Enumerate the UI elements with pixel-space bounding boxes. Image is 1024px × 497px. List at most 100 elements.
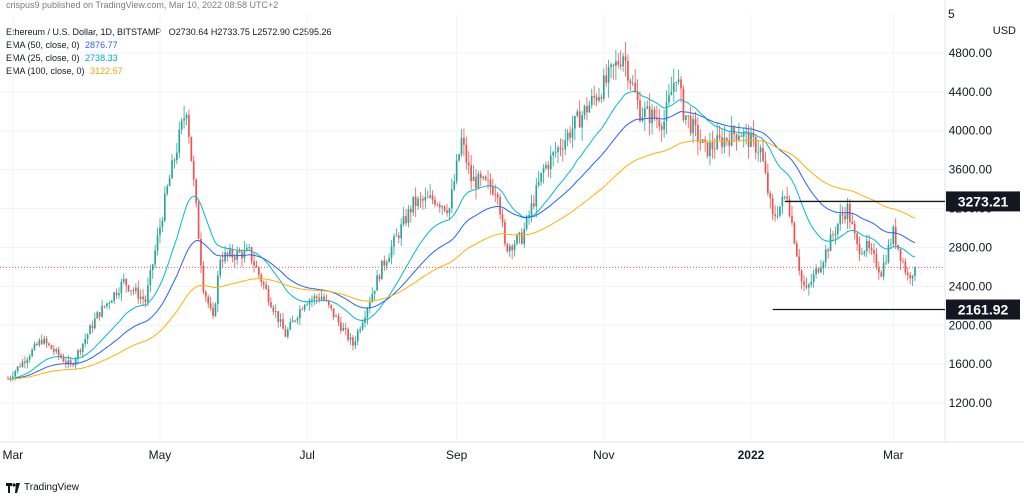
candle-body — [699, 141, 702, 143]
candle-body — [499, 197, 501, 215]
candle-body — [373, 290, 376, 295]
candle-body — [327, 300, 330, 305]
candle-body — [279, 319, 282, 322]
candle-body — [426, 196, 429, 198]
currency-badge[interactable]: USD — [988, 23, 1020, 39]
candle-body — [233, 257, 236, 260]
x-tick-label: 2022 — [738, 448, 765, 462]
candle-body — [590, 95, 593, 106]
candle-body — [600, 97, 603, 99]
candle-body — [89, 325, 91, 335]
candle-body — [832, 234, 834, 236]
candle-body — [646, 106, 649, 109]
candle-body — [118, 293, 120, 296]
candle-body — [607, 67, 610, 83]
candle-body — [677, 79, 680, 82]
candle-body — [286, 329, 289, 337]
candle-body — [520, 232, 523, 244]
candle-body — [877, 267, 880, 273]
candle-body — [767, 172, 769, 193]
candle-body — [405, 216, 407, 224]
symbol-title: Ethereum / U.S. Dollar, 1D, BITSTAMP — [6, 27, 162, 37]
candle-body — [255, 265, 258, 268]
candle-body — [272, 307, 275, 312]
candle-body — [180, 120, 183, 130]
candle-body — [730, 127, 733, 146]
candle-body — [149, 270, 152, 286]
candle-body — [533, 203, 535, 207]
candle-body — [93, 318, 96, 329]
candle-body — [569, 132, 571, 138]
candle-body — [593, 95, 596, 98]
candle-body — [836, 224, 839, 234]
candle-body — [166, 186, 169, 194]
candle-body — [554, 152, 557, 153]
candle-body — [882, 262, 885, 277]
candle-body — [513, 243, 516, 251]
candle-body — [96, 312, 99, 319]
candle-body — [173, 160, 176, 161]
candle-body — [574, 115, 576, 129]
ema50-label: EMA (50, close, 0) — [6, 40, 80, 50]
candle-body — [887, 244, 890, 263]
candle-body — [79, 350, 82, 352]
candle-body — [742, 131, 745, 137]
candle-body — [55, 349, 58, 352]
candle-body — [774, 214, 776, 217]
candle-body — [701, 139, 704, 143]
candle-body — [682, 88, 685, 121]
candle-body — [98, 312, 101, 317]
candle-body — [407, 208, 410, 224]
ema50-value: 2876.77 — [85, 40, 118, 50]
candle-body — [629, 80, 632, 84]
candle-body — [501, 214, 504, 223]
candle-body — [159, 227, 161, 236]
candle-body — [634, 82, 637, 92]
candle-body — [680, 79, 682, 89]
candle-body — [26, 359, 29, 363]
candle-body — [752, 132, 755, 138]
candle-body — [125, 278, 128, 286]
candle-body — [311, 299, 313, 301]
candle-body — [253, 261, 255, 266]
candle-body — [868, 240, 871, 249]
candle-body — [424, 196, 427, 201]
candle-body — [38, 340, 41, 346]
candle-body — [803, 281, 805, 286]
candle-body — [81, 343, 84, 352]
candle-body — [200, 238, 202, 266]
candle-body — [137, 287, 140, 299]
candle-body — [622, 56, 624, 67]
candle-body — [764, 160, 767, 173]
candle-body — [229, 249, 231, 255]
candle-body — [332, 308, 335, 318]
candle-body — [219, 260, 222, 276]
candle-body — [366, 308, 369, 318]
candle-body — [605, 75, 608, 83]
candle-body — [289, 322, 292, 330]
candle-body — [494, 194, 497, 195]
candle-body — [139, 296, 142, 299]
candle-body — [204, 291, 207, 297]
candle-body — [839, 214, 842, 225]
candle-body — [301, 309, 304, 310]
ema25-legend: EMA (25, close, 0) 2738.33 — [6, 53, 118, 63]
candle-body — [438, 204, 441, 208]
candle-body — [108, 303, 111, 304]
candle-body — [409, 208, 412, 213]
candle-body — [890, 244, 892, 245]
candle-body — [190, 136, 193, 161]
candle-body — [16, 366, 19, 372]
candle-body — [340, 322, 342, 331]
candle-body — [504, 222, 506, 244]
symbol-row: Ethereum / U.S. Dollar, 1D, BITSTAMP O27… — [6, 27, 332, 37]
footer-brand: TradingView — [24, 482, 80, 493]
candle-body — [207, 296, 210, 304]
candle-body — [665, 102, 668, 122]
candle-body — [258, 267, 260, 275]
candle-body — [330, 304, 333, 309]
candle-body — [390, 246, 393, 258]
y-tick-label: 2400.00 — [949, 279, 993, 293]
y-tick-label: 3600.00 — [949, 163, 993, 177]
